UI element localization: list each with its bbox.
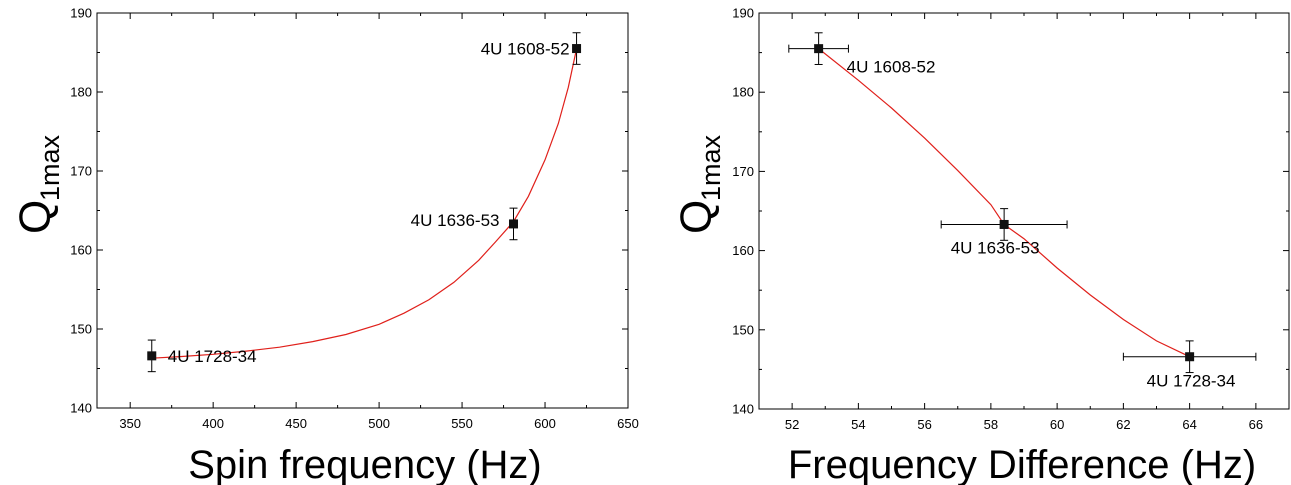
point-label: 4U 1728-34 [1147, 372, 1236, 391]
point-label: 4U 1728-34 [168, 347, 257, 366]
x-tick-label: 600 [534, 416, 556, 431]
x-tick-label: 64 [1182, 417, 1196, 432]
data-point [572, 44, 582, 54]
y-axis-label-main: Q [672, 200, 721, 234]
point-label: 4U 1608-52 [481, 40, 570, 59]
data-point [509, 219, 519, 229]
y-tick-label: 170 [70, 164, 92, 179]
x-tick-label: 350 [119, 416, 141, 431]
y-tick-label: 140 [70, 401, 92, 416]
data-point [999, 219, 1009, 229]
x-tick-label: 62 [1116, 417, 1130, 432]
point-label: 4U 1608-52 [847, 58, 936, 77]
y-tick-label: 150 [732, 322, 754, 337]
x-tick-label: 650 [617, 416, 639, 431]
fit-curve [818, 48, 1190, 358]
point-label: 4U 1636-53 [411, 211, 500, 230]
y-axis-label-main: Q [11, 200, 60, 234]
data-point [814, 44, 824, 54]
point-label: 4U 1636-53 [951, 238, 1040, 257]
y-tick-label: 150 [70, 322, 92, 337]
x-axis-label: Spin frequency (Hz) [188, 443, 541, 485]
x-tick-label: 66 [1249, 417, 1263, 432]
x-tick-label: 56 [917, 417, 931, 432]
y-tick-label: 170 [732, 164, 754, 179]
left-panel: 350 400 450 500 550 600 650 140 150 160 170 180 190 4… [11, 6, 639, 485]
y-tick-label: 190 [70, 6, 92, 21]
x-tick-label: 54 [851, 417, 865, 432]
y-tick-label: 160 [70, 243, 92, 258]
x-tick-label: 60 [1050, 417, 1064, 432]
right-panel: 52 54 56 58 60 62 64 66 140 150 160 170 180 190 4U 160… [672, 6, 1290, 485]
y-tick-label: 140 [732, 402, 754, 417]
x-tick-label: 400 [202, 416, 224, 431]
x-axis-label: Frequency Difference (Hz) [788, 443, 1256, 485]
plot-frame [758, 12, 1290, 410]
x-tick-label: 52 [785, 417, 799, 432]
y-tick-label: 190 [732, 6, 754, 21]
x-tick-label: 450 [285, 416, 307, 431]
x-tick-label: 550 [451, 416, 473, 431]
y-axis-label-sub: 1max [696, 134, 726, 201]
y-tick-label: 160 [732, 243, 754, 258]
x-tick-label: 58 [984, 417, 998, 432]
y-axis-label-sub: 1max [35, 134, 65, 201]
fit-curve [151, 48, 578, 359]
y-tick-label: 180 [732, 85, 754, 100]
x-tick-label: 500 [368, 416, 390, 431]
data-point [1185, 352, 1195, 362]
data-point [147, 351, 157, 361]
y-tick-label: 180 [70, 85, 92, 100]
